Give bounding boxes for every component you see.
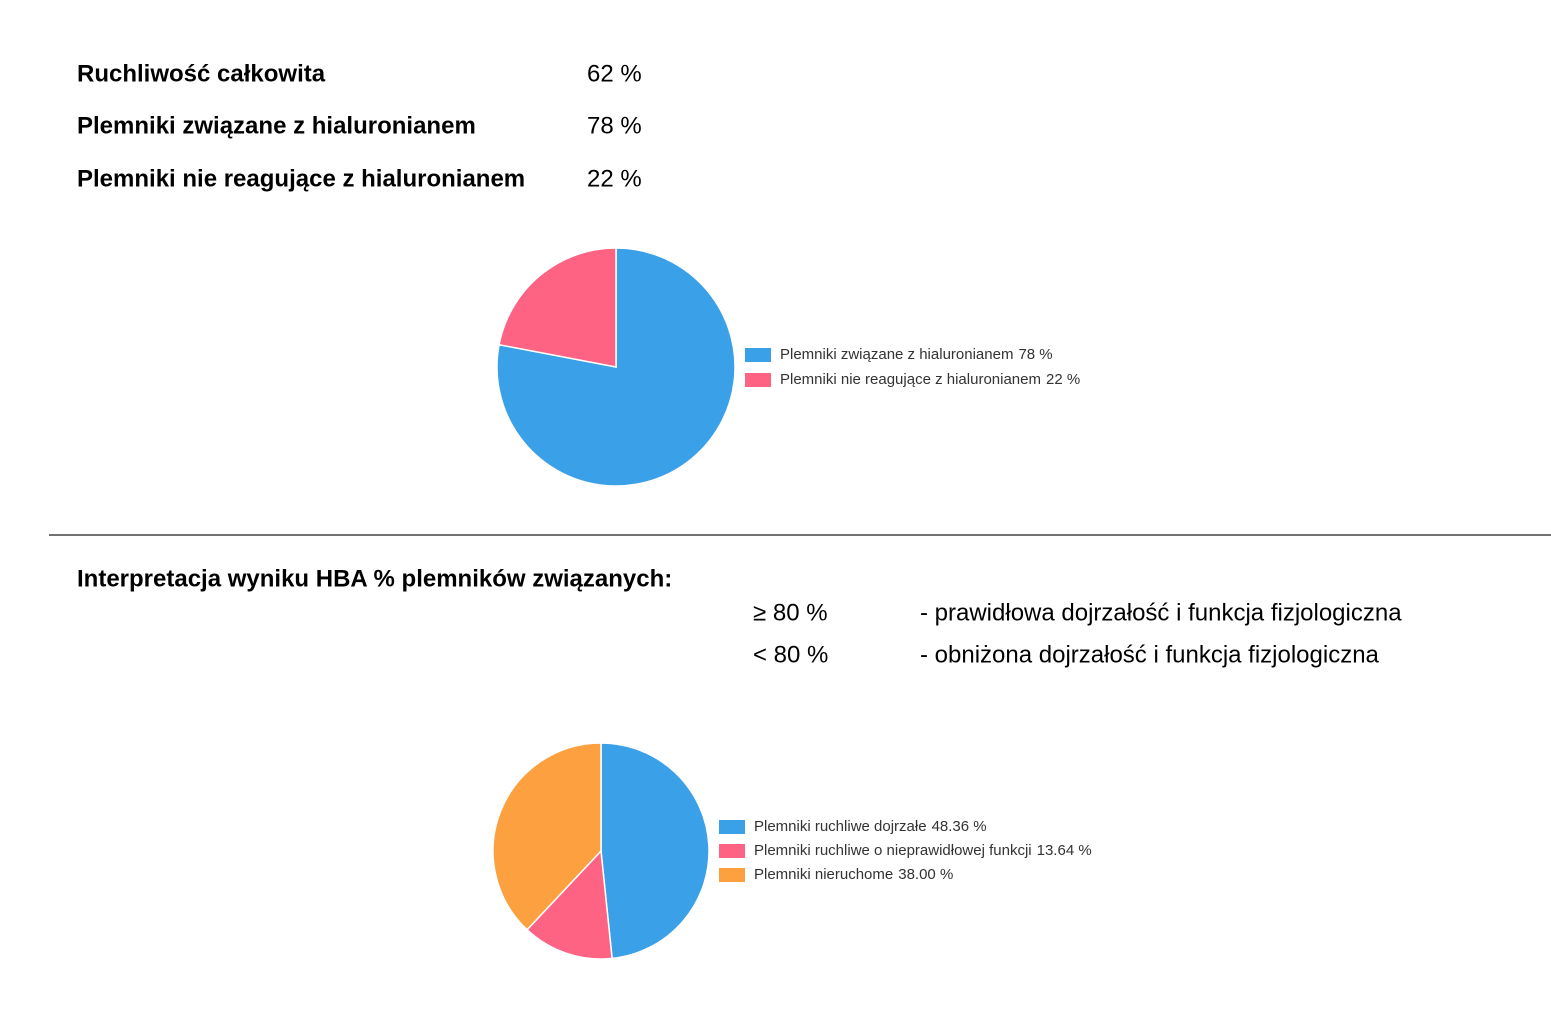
legend-label: Plemniki nieruchome [754,866,893,883]
summary-value: 22 % [587,165,642,192]
legend-swatch [719,868,745,882]
legend-label: Plemniki nie reagujące z hialuronianem [780,371,1041,388]
legend-label: Plemniki ruchliwe dojrzałe [754,818,927,835]
legend-value: 22 % [1046,371,1080,388]
legend-value: 78 % [1018,346,1052,363]
pie-slice [498,247,617,368]
legend-swatch [745,373,771,387]
threshold-meaning: - obniżona dojrzałość i funkcja fizjolog… [920,641,1380,668]
legend-entry: Plemniki związane z hialuronianem 78 % [780,346,1053,363]
summary-value: 78 % [587,112,642,139]
summary-value: 62 % [587,60,642,87]
threshold: < 80 % [753,641,828,668]
legend-value: 38.00 % [898,866,953,883]
legend-entry: Plemniki nie reagujące z hialuronianem 22… [780,371,1080,388]
threshold: ≥ 80 % [753,599,828,626]
legend-entry: Plemniki ruchliwe o nieprawidłowej funkc… [754,842,1092,859]
legend-entry: Plemniki nieruchome 38.00 % [754,866,953,883]
legend-value: 48.36 % [932,818,987,835]
legend-label: Plemniki związane z hialuronianem [780,346,1013,363]
summary-label: Plemniki związane z hialuronianem [77,112,476,139]
legend-swatch [745,348,771,362]
legend-label: Plemniki ruchliwe o nieprawidłowej funkc… [754,842,1032,859]
pie-slice [526,849,613,960]
interpretation-title: Interpretacja wyniku HBA % plemników zwi… [77,565,672,592]
pie-slice [600,742,710,960]
legend-swatch [719,844,745,858]
legend-value: 13.64 % [1037,842,1092,859]
pie-slice [492,742,602,931]
legend-entry: Plemniki ruchliwe dojrzałe 48.36 % [754,818,987,835]
summary-label: Ruchliwość całkowita [77,60,326,87]
legend-swatch [719,820,745,834]
summary-label: Plemniki nie reagujące z hialuronianem [77,165,525,192]
threshold-meaning: - prawidłowa dojrzałość i funkcja fizjol… [920,599,1402,626]
